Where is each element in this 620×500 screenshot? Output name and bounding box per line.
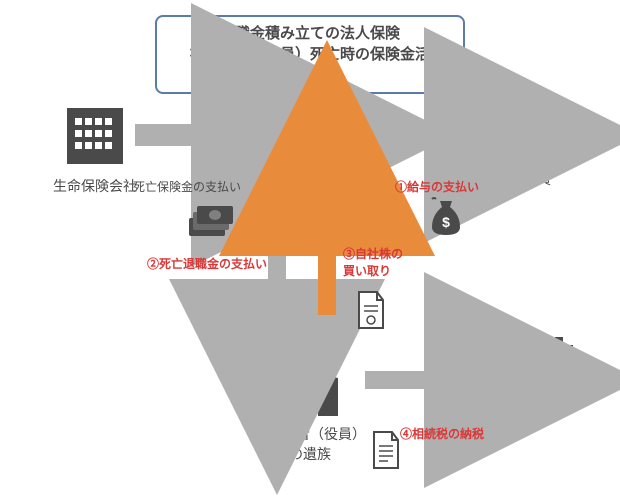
label-salary: ①給与の支払い xyxy=(395,178,479,195)
tax-label: 税務署 xyxy=(470,409,590,429)
people-group-icon xyxy=(485,105,575,165)
building-grid-icon xyxy=(59,100,131,172)
svg-text:$: $ xyxy=(442,214,450,230)
family-icon xyxy=(270,330,350,420)
corp-label: 保険契約者 （法人） xyxy=(255,177,365,217)
label-taxpay: ④相続税の納税 xyxy=(400,425,484,442)
employees-label: 従業員 xyxy=(470,169,590,189)
tax-building-icon xyxy=(485,335,575,405)
title-box: 退職金積み立ての法人保険 被保険者（役員）死亡時の保険金活用例 xyxy=(155,15,465,94)
node-tax: 税務署 xyxy=(470,335,590,429)
node-family: 被保険者（役員） の遺族 xyxy=(240,330,380,464)
label-payment: 死亡保険金の支払い xyxy=(133,178,241,195)
node-corp: 保険契約者 （法人） xyxy=(255,95,365,217)
building-tall-icon xyxy=(278,95,342,173)
document-icon-1 xyxy=(355,290,387,330)
family-label: 被保険者（役員） の遺族 xyxy=(240,424,380,464)
node-employees: 従業員 xyxy=(470,105,590,189)
cash-icon xyxy=(185,200,235,240)
moneybag-icon: $ xyxy=(428,195,464,237)
label-retirement: ②死亡退職金の支払い xyxy=(147,255,267,272)
label-buyback: ③自社株の 買い取り xyxy=(343,245,403,279)
title-line1: 退職金積み立ての法人保険 xyxy=(187,23,433,44)
title-line2: 被保険者（役員）死亡時の保険金活用例 xyxy=(187,44,433,86)
document-icon-2 xyxy=(370,430,402,470)
